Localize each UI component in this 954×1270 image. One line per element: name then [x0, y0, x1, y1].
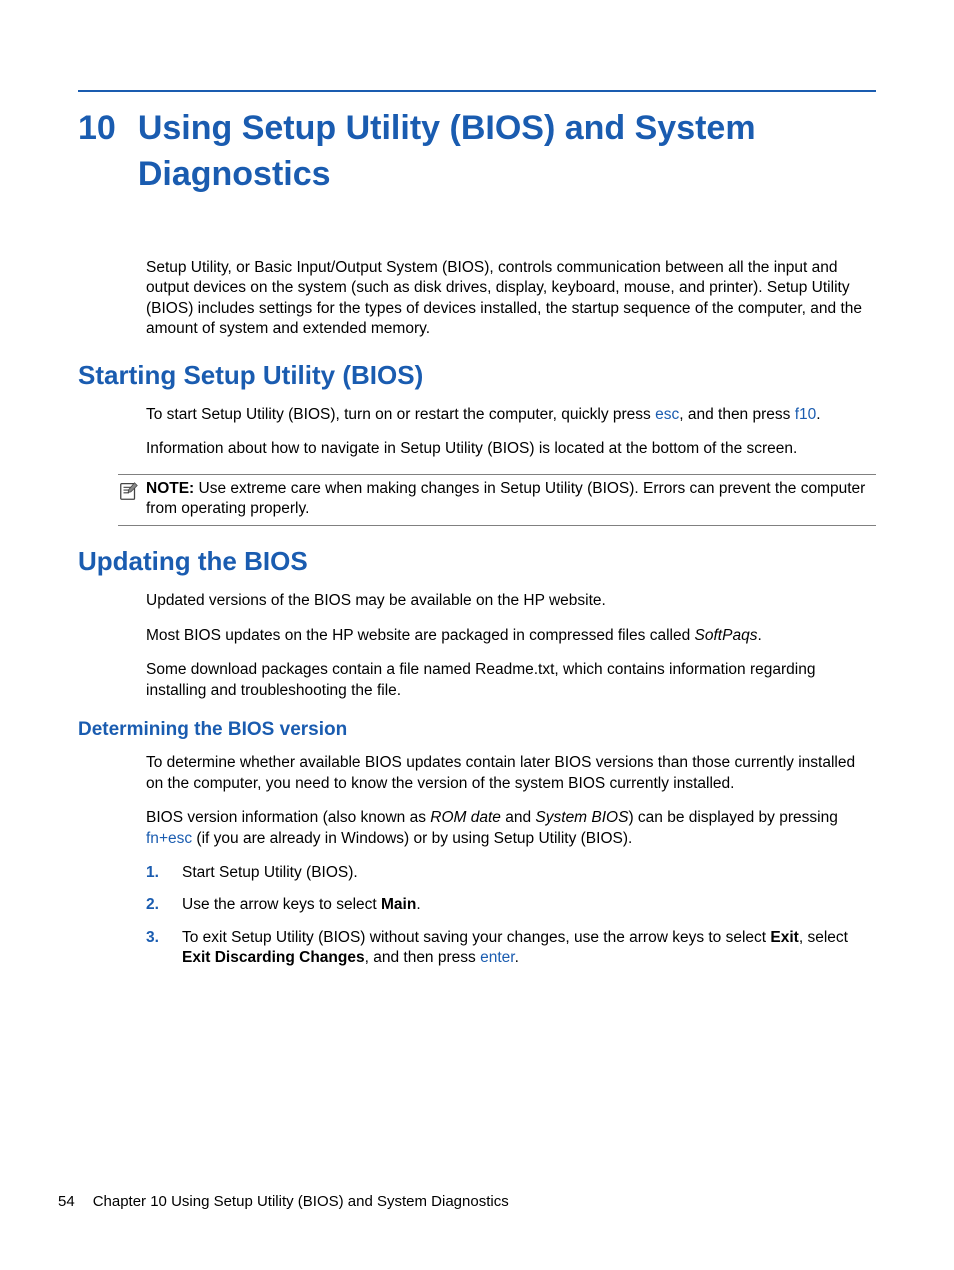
text: and: [501, 809, 535, 826]
chapter-number: 10: [78, 106, 116, 150]
text: , and then press: [679, 406, 794, 423]
key-f10: f10: [795, 406, 817, 423]
key-esc: esc: [168, 830, 192, 847]
chapter-heading: 10 Using Setup Utility (BIOS) and System…: [78, 106, 876, 198]
text: Most BIOS updates on the HP website are …: [146, 627, 695, 644]
text: Use the arrow keys to select: [182, 896, 381, 913]
text: .: [515, 949, 519, 966]
sec2-p1: Updated versions of the BIOS may be avai…: [146, 591, 876, 611]
steps-list: Start Setup Utility (BIOS). Use the arro…: [146, 863, 876, 969]
step-1: Start Setup Utility (BIOS).: [146, 863, 876, 883]
key-plus: +: [159, 830, 168, 847]
step-text: Start Setup Utility (BIOS).: [182, 864, 358, 881]
page-content: 10 Using Setup Utility (BIOS) and System…: [0, 0, 954, 969]
sec1-p1: To start Setup Utility (BIOS), turn on o…: [146, 405, 876, 425]
key-esc: esc: [655, 406, 679, 423]
step-2: Use the arrow keys to select Main.: [146, 895, 876, 915]
subsection-heading-determining: Determining the BIOS version: [78, 719, 876, 741]
note-body: Use extreme care when making changes in …: [146, 480, 865, 517]
sec3-p1: To determine whether available BIOS upda…: [146, 753, 876, 794]
system-bios-em: System BIOS: [535, 809, 628, 826]
sec1-p2: Information about how to navigate in Set…: [146, 439, 876, 459]
key-enter: enter: [480, 949, 514, 966]
text: .: [816, 406, 820, 423]
text: .: [416, 896, 420, 913]
text: (if you are already in Windows) or by us…: [192, 830, 632, 847]
intro-paragraph: Setup Utility, or Basic Input/Output Sys…: [146, 258, 876, 340]
rom-date-em: ROM date: [430, 809, 501, 826]
note-callout: NOTE: Use extreme care when making chang…: [118, 474, 876, 527]
footer-text: Chapter 10 Using Setup Utility (BIOS) an…: [93, 1193, 509, 1210]
key-fn: fn: [146, 830, 159, 847]
text: , and then press: [365, 949, 480, 966]
softpaqs-em: SoftPaqs: [695, 627, 758, 644]
text: , select: [799, 929, 848, 946]
section-heading-starting: Starting Setup Utility (BIOS): [78, 360, 876, 391]
main-bold: Main: [381, 896, 416, 913]
step-3: To exit Setup Utility (BIOS) without sav…: [146, 928, 876, 969]
text: To exit Setup Utility (BIOS) without sav…: [182, 929, 770, 946]
note-text: NOTE: Use extreme care when making chang…: [146, 479, 876, 520]
sec3-p2: BIOS version information (also known as …: [146, 808, 876, 849]
page-footer: 54 Chapter 10 Using Setup Utility (BIOS) …: [58, 1193, 509, 1210]
exit-bold: Exit: [770, 929, 798, 946]
exit-discard-bold: Exit Discarding Changes: [182, 949, 365, 966]
page-number: 54: [58, 1193, 75, 1210]
text: BIOS version information (also known as: [146, 809, 430, 826]
top-rule: [78, 90, 876, 92]
sec2-p2: Most BIOS updates on the HP website are …: [146, 626, 876, 646]
sec2-p3: Some download packages contain a file na…: [146, 660, 876, 701]
chapter-title: Using Setup Utility (BIOS) and System Di…: [138, 106, 876, 198]
note-label: NOTE:: [146, 480, 194, 497]
text: ) can be displayed by pressing: [628, 809, 837, 826]
text: To start Setup Utility (BIOS), turn on o…: [146, 406, 655, 423]
section-heading-updating: Updating the BIOS: [78, 546, 876, 577]
note-icon: [118, 480, 140, 502]
text: .: [757, 627, 761, 644]
